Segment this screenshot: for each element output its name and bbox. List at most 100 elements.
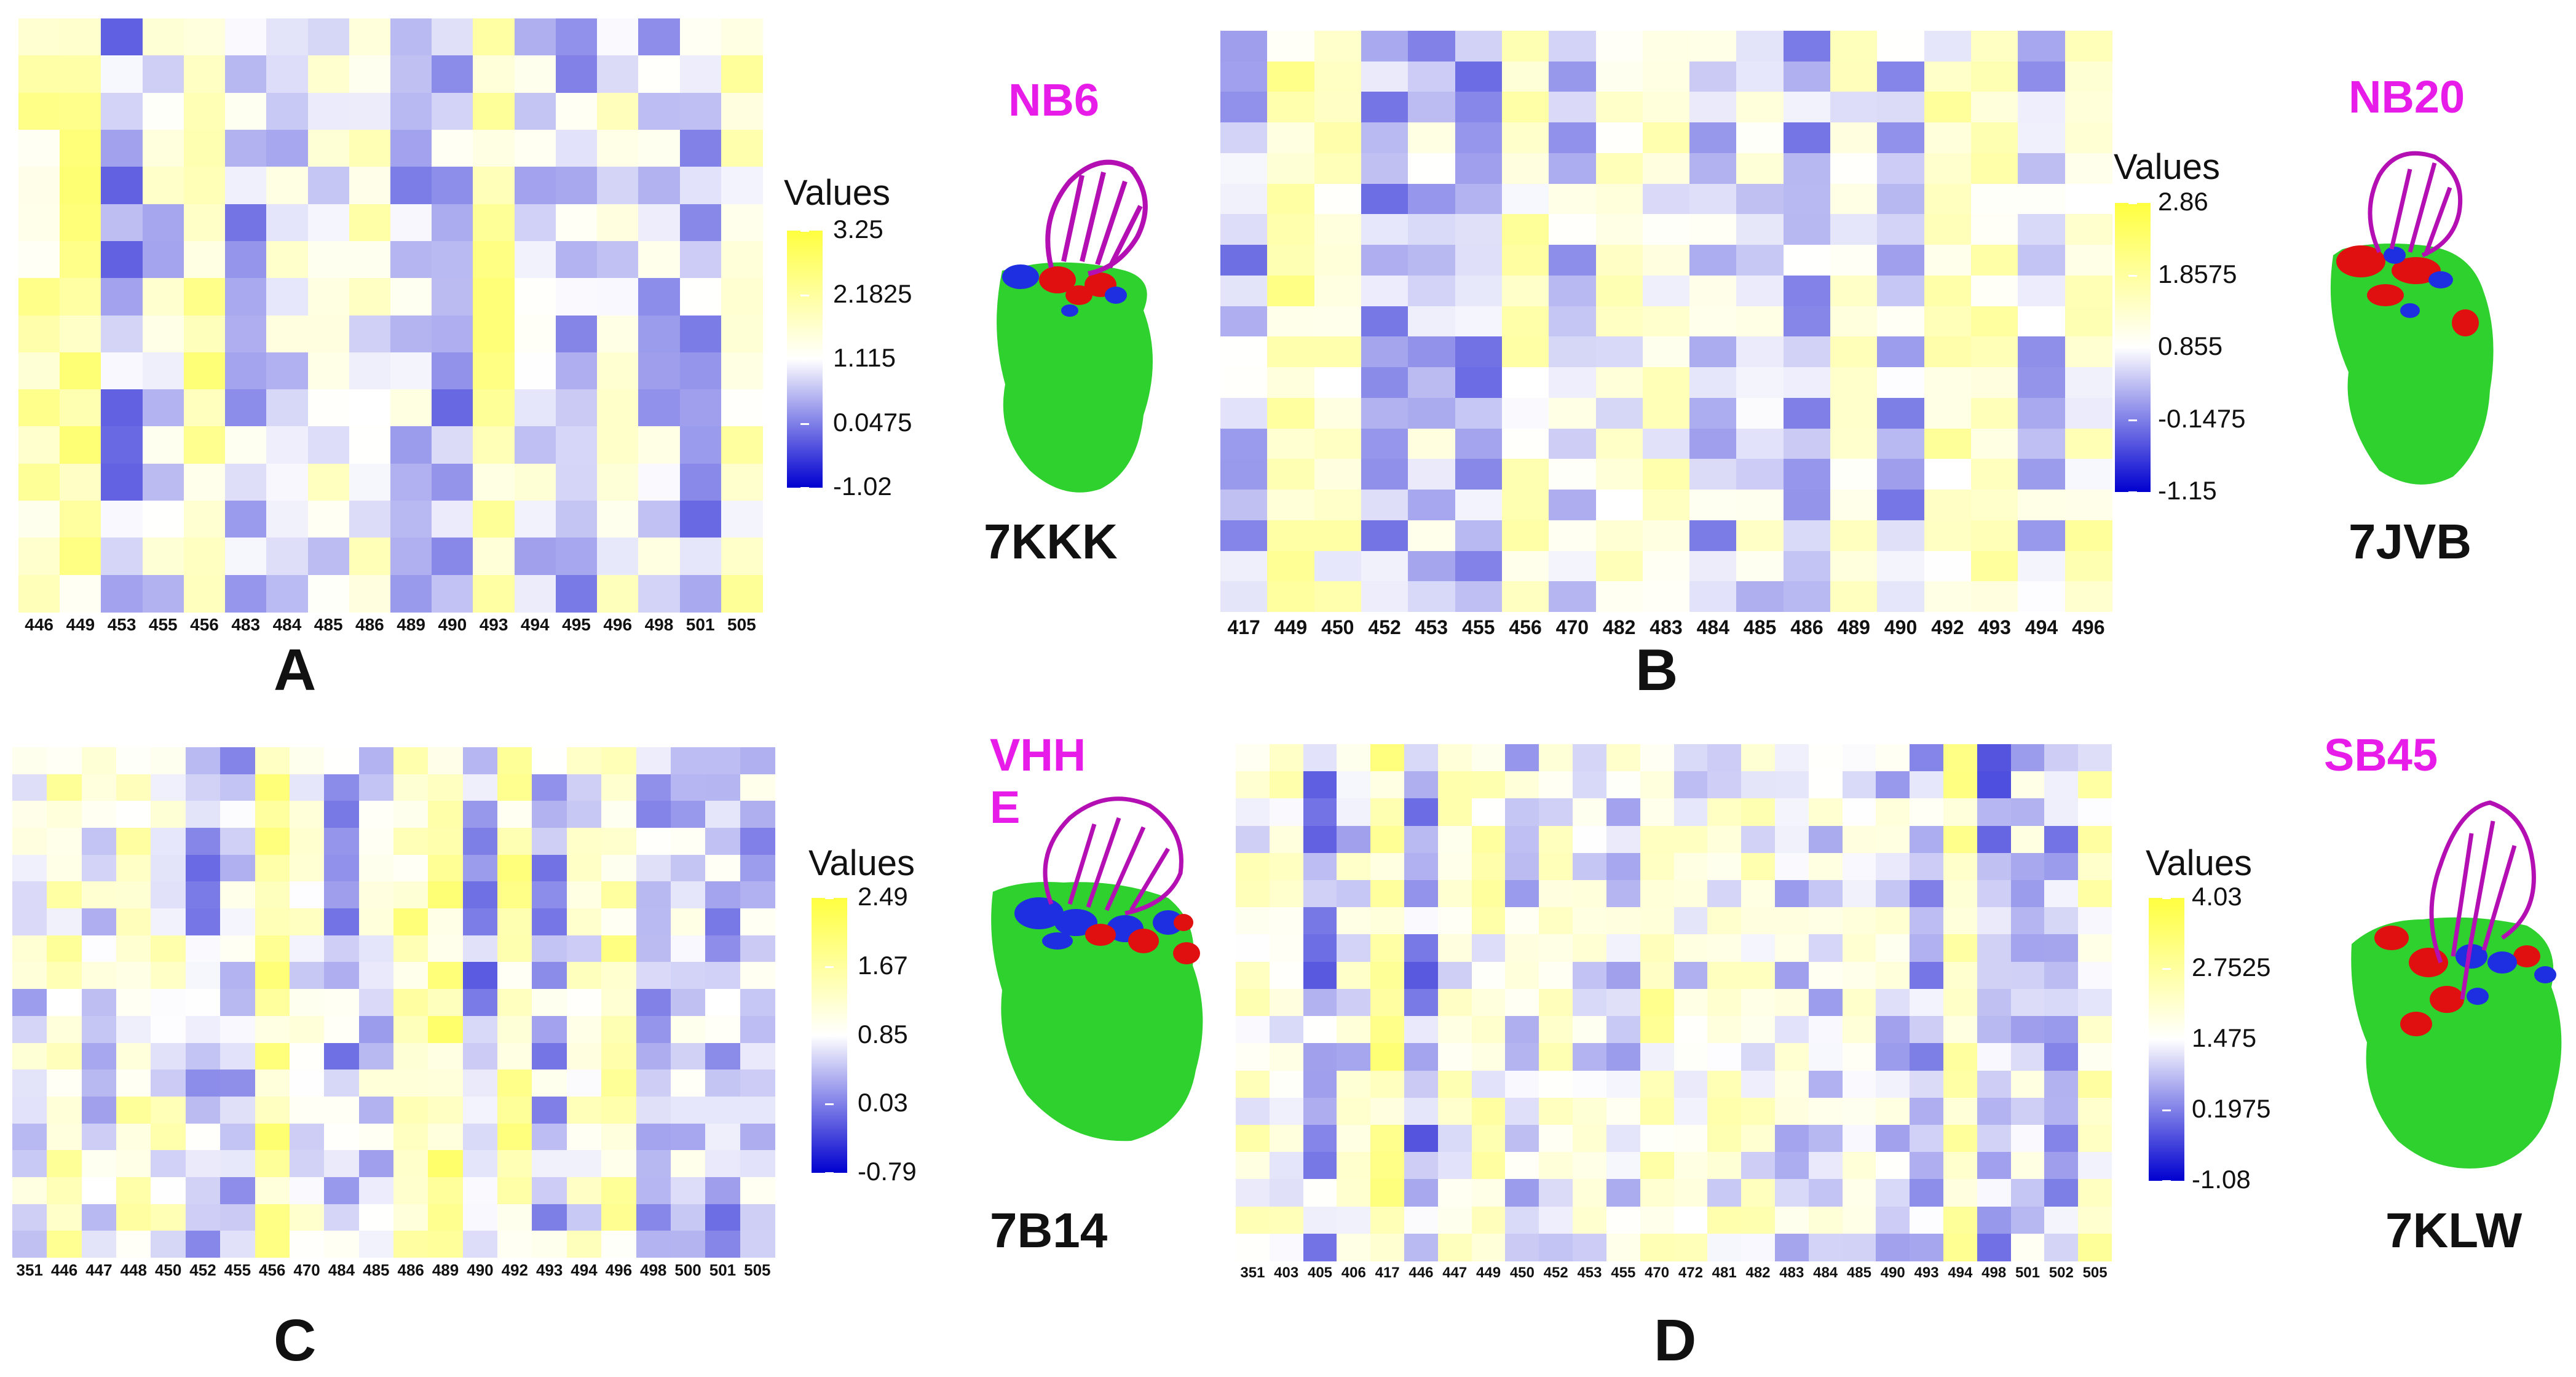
heatmap-cell — [1539, 1233, 1573, 1261]
heatmap-cell — [1408, 367, 1456, 399]
heatmap-cell — [393, 1096, 429, 1124]
heatmap-cell — [1573, 744, 1607, 772]
heatmap-cell — [358, 962, 394, 990]
heatmap-cell — [1876, 1016, 1910, 1044]
x-tick-label: 470 — [1645, 1264, 1670, 1281]
heatmap-cell — [1910, 771, 1944, 800]
heatmap-cell — [81, 1177, 117, 1204]
heatmap-cell — [1437, 1179, 1472, 1207]
x-tick-label: 456 — [1509, 616, 1542, 638]
x-tick-label: 483 — [1779, 1264, 1804, 1281]
heatmap-cell — [393, 801, 429, 828]
heatmap-cell — [1783, 306, 1831, 337]
x-tick-label: 484 — [1813, 1264, 1838, 1281]
heatmap-cell — [1783, 397, 1831, 429]
heatmap-cell — [1971, 153, 2019, 184]
heatmap-cell — [185, 774, 221, 801]
heatmap-cell — [349, 389, 391, 427]
heatmap-cell — [2010, 934, 2045, 962]
heatmap-cell — [1842, 1124, 1876, 1153]
heatmap-cell — [597, 129, 639, 167]
heatmap-cell — [1606, 988, 1640, 1017]
heatmap-cell — [1689, 306, 1737, 337]
rbd-surface — [997, 262, 1153, 493]
heatmap-cell — [1830, 306, 1878, 337]
heatmap-cell — [1736, 92, 1784, 123]
heatmap-cell — [2018, 183, 2066, 215]
heatmap-cell — [349, 501, 391, 539]
heatmap-cell — [1303, 880, 1337, 908]
heatmap-cell — [1673, 1152, 1708, 1180]
nanobody-name: NB20 — [2349, 71, 2465, 122]
heatmap-cell — [151, 1231, 186, 1258]
heatmap-cell — [1404, 1070, 1439, 1098]
heatmap-cell — [289, 989, 325, 1017]
x-tick-label: 456 — [190, 615, 219, 634]
heatmap-cell — [1595, 214, 1643, 245]
x-tick-label: 498 — [1981, 1264, 2007, 1281]
x-tick-label: 452 — [189, 1261, 216, 1279]
heatmap-cell — [740, 1231, 775, 1258]
heatmap-cell — [12, 1069, 47, 1097]
heatmap-cell — [142, 204, 184, 242]
heatmap-cell — [1977, 1016, 2011, 1044]
heatmap-cell — [2078, 825, 2112, 854]
heatmap-cell — [1267, 367, 1315, 399]
heatmap-cell — [393, 1042, 429, 1070]
heatmap-cell — [473, 501, 515, 539]
heatmap-cell — [1783, 520, 1831, 551]
heatmap-cell — [514, 574, 556, 613]
heatmap-cell — [1924, 520, 1972, 551]
heatmap-cell — [1370, 1206, 1405, 1234]
x-tick-label: 351 — [1240, 1264, 1265, 1281]
heatmap-cell — [1337, 771, 1371, 800]
heatmap-cell — [1689, 153, 1737, 184]
heatmap-cell — [2078, 1206, 2112, 1234]
heatmap-cell — [1689, 336, 1737, 368]
heatmap-cell — [81, 1096, 117, 1124]
heatmap-cell — [1876, 852, 1910, 881]
heatmap-cell — [428, 1069, 464, 1097]
heatmap-cell — [393, 908, 429, 936]
heatmap-cell — [1501, 428, 1549, 459]
heatmap-cell — [597, 278, 639, 316]
heatmap-cell — [266, 18, 309, 56]
heatmap-cell — [1977, 961, 2011, 990]
heatmap-cell — [1337, 934, 1371, 962]
heatmap-cell — [679, 315, 722, 353]
heatmap-cell — [1830, 367, 1878, 399]
heatmap-cell — [225, 463, 267, 501]
heatmap-cell — [1269, 934, 1303, 962]
heatmap-cell — [740, 962, 775, 990]
heatmap-cell — [18, 92, 60, 130]
heatmap-cell — [1220, 245, 1268, 276]
heatmap-cell — [1808, 907, 1843, 935]
heatmap-cell — [1830, 336, 1878, 368]
heatmap-cell — [116, 962, 152, 990]
heatmap-cell — [1606, 1097, 1640, 1125]
heatmap-cell — [1673, 1070, 1708, 1098]
heatmap-cell — [1943, 934, 1977, 962]
heatmap-cell — [1408, 153, 1456, 184]
heatmap-cell — [220, 1204, 256, 1231]
x-tick-label: 501 — [685, 615, 715, 634]
heatmap-cell — [555, 352, 598, 390]
heatmap-cell — [12, 1096, 47, 1124]
heatmap-cell — [81, 881, 117, 909]
heatmap-cell — [47, 1096, 82, 1124]
legend-tick-mark — [2162, 897, 2171, 899]
heatmap-cell — [636, 1015, 671, 1043]
x-tick-label: 455 — [148, 615, 178, 634]
x-tick-label: 452 — [1368, 616, 1401, 638]
heatmap-cell — [151, 1096, 186, 1124]
heatmap-cell — [1314, 428, 1362, 459]
heatmap-cell — [1471, 1124, 1506, 1153]
heatmap-cell — [1741, 1097, 1776, 1125]
heatmap-cell — [1370, 1152, 1405, 1180]
heatmap-cell — [670, 908, 706, 936]
heatmap-cell — [1642, 183, 1690, 215]
heatmap-cell — [1595, 550, 1643, 582]
heatmap-cell — [1830, 397, 1878, 429]
heatmap-cell — [2010, 1206, 2045, 1234]
heatmap-cell — [1910, 1179, 1944, 1207]
